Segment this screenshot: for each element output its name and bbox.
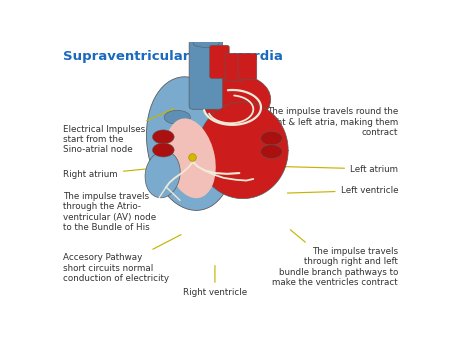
Text: Supraventricular Tachycardia: Supraventricular Tachycardia [63,50,283,63]
Ellipse shape [261,145,282,159]
Ellipse shape [201,74,271,124]
FancyBboxPatch shape [189,40,223,109]
Ellipse shape [146,77,234,211]
FancyBboxPatch shape [225,53,243,81]
Ellipse shape [145,151,180,198]
Text: The impulse travels
through the Atrio-
ventricular (AV) node
to the Bundle of Hi: The impulse travels through the Atrio- v… [63,186,177,232]
Polygon shape [198,102,288,199]
Ellipse shape [165,118,216,198]
FancyBboxPatch shape [238,53,257,80]
Text: Accesory Pathway
short circuits normal
conduction of electricity: Accesory Pathway short circuits normal c… [63,235,181,283]
Ellipse shape [193,39,219,47]
Ellipse shape [153,130,174,144]
Text: Electrical Impulses
start from the
Sino-atrial node: Electrical Impulses start from the Sino-… [63,109,174,155]
Text: The impulse travels
through right and left
bundle branch pathways to
make the ve: The impulse travels through right and le… [272,230,398,287]
Ellipse shape [261,131,282,145]
Text: Left ventricle: Left ventricle [288,186,398,195]
Text: Left atrium: Left atrium [277,165,398,174]
Text: Right atrium: Right atrium [63,167,170,179]
FancyBboxPatch shape [210,45,229,78]
Ellipse shape [153,143,174,157]
Ellipse shape [164,110,190,124]
Text: The impulse travels round the
right & left atria, making them
contract: The impulse travels round the right & le… [256,105,398,137]
Text: Right ventricle: Right ventricle [183,266,247,297]
